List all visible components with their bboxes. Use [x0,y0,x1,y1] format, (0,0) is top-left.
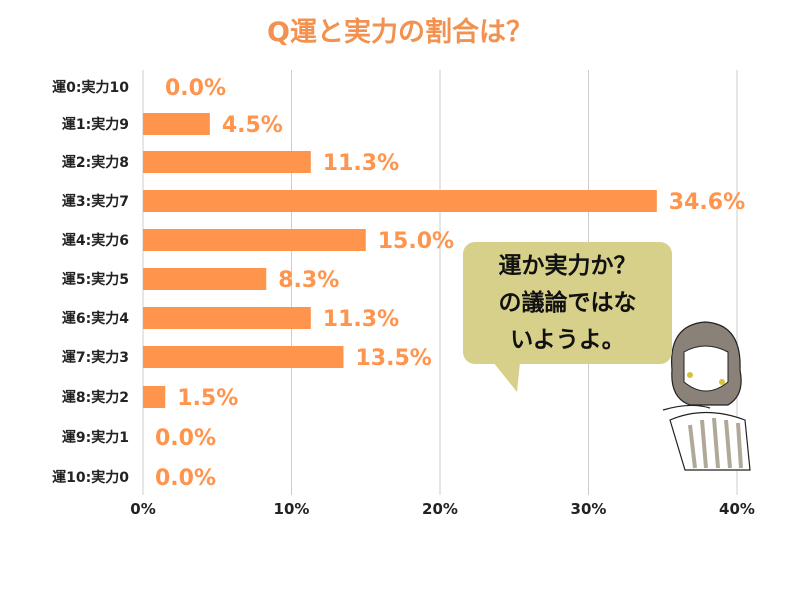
data-label: 11.3% [323,307,399,332]
category-label: 運2:実力8 [62,154,129,171]
bubble-line: の議論ではな [498,290,637,316]
data-label: 11.3% [323,151,399,176]
woman-illustration [662,321,751,471]
speech-bubble [463,242,672,364]
category-label: 運4:実力6 [62,232,129,249]
x-tick-label: 20% [422,500,458,518]
data-label: 1.5% [177,386,238,411]
category-label: 運6:実力4 [62,310,129,327]
bar [143,268,267,290]
category-label: 運0:実力10 [52,79,129,96]
category-label: 運1:実力9 [62,116,129,133]
data-label: 0.0% [155,426,216,451]
shirt-stripes [688,417,743,469]
bubble-line: 運か実力か？ [498,253,637,279]
speech-bubble-tail [493,362,520,392]
category-label: 運8:実力2 [62,389,129,406]
arm [662,404,711,411]
x-tick-label: 30% [571,500,607,518]
x-tick-label: 10% [274,500,310,518]
face [683,345,729,392]
chart-title: Q運と実力の割合は？ [267,17,533,48]
bar [143,229,366,251]
category-label: 運5:実力5 [62,271,129,288]
data-label: 13.5% [355,346,431,371]
category-label: 運7:実力3 [62,349,129,366]
data-label: 15.0% [378,229,454,254]
x-tick-label: 40% [719,500,755,518]
bar [143,386,166,408]
bubble-line: いようよ。 [510,327,625,353]
category-label: 運9:実力1 [62,429,129,446]
bar [143,307,311,329]
earring [687,372,693,378]
bar [143,190,657,212]
x-tick-label: 0% [130,500,155,518]
data-label: 0.0% [155,466,216,491]
data-label: 0.0% [165,76,226,101]
speech-bubble-text: 運か実力か？ の議論ではな いようよ。 [463,248,672,359]
bar [143,113,210,135]
bar [143,346,344,368]
category-label: 運10:実力0 [52,469,129,486]
earring [719,379,725,385]
data-label: 8.3% [278,268,339,293]
data-label: 4.5% [222,113,283,138]
data-label: 34.6% [669,190,745,215]
category-label: 運3:実力7 [62,193,129,210]
bar [143,151,311,173]
